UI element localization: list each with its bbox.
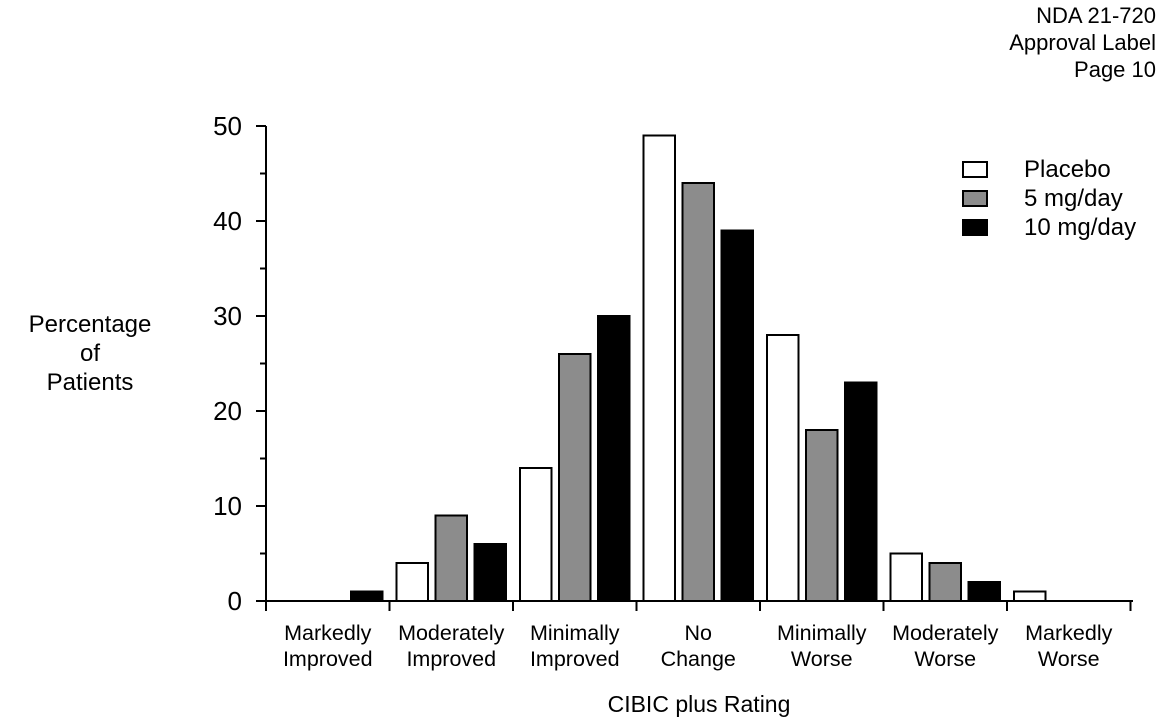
x-axis-title: CIBIC plus Rating (608, 691, 791, 717)
y-tick-label: 10 (213, 491, 242, 521)
bar (434, 514, 468, 602)
y-tick-label: 20 (213, 396, 242, 426)
x-category-label: No Change (661, 621, 736, 671)
bar (350, 590, 384, 602)
bar (805, 429, 839, 602)
y-tick-label: 40 (213, 206, 242, 236)
header-label-type: Approval Label (1009, 30, 1156, 55)
legend-label: 10 mg/day (1024, 214, 1136, 241)
legend-label: Placebo (1024, 156, 1111, 183)
bar (558, 353, 592, 602)
y-tick-label: 0 (228, 586, 242, 616)
page-header: NDA 21-720 Approval Label Page 10 (1009, 2, 1156, 83)
legend-swatch (962, 190, 988, 207)
bar (967, 581, 1001, 602)
bar (395, 562, 429, 602)
x-category-label: Markedly Worse (1025, 621, 1112, 671)
y-axis-title: Percentage of Patients (29, 311, 152, 396)
bar (928, 562, 962, 602)
bar (889, 552, 923, 602)
legend-swatch (962, 219, 988, 236)
axis-labels: Percentage of Patients CIBIC plus Rating (29, 311, 791, 717)
x-category-label: Minimally Improved (530, 621, 620, 671)
bars (350, 134, 1047, 602)
header-page-number: Page 10 (1074, 57, 1156, 82)
x-category-label: Moderately Worse (892, 621, 999, 671)
bar (766, 334, 800, 602)
bar (642, 134, 676, 602)
bar (473, 543, 507, 602)
y-tick-label: 30 (213, 301, 242, 331)
bar (597, 315, 631, 602)
y-tick-label: 50 (213, 111, 242, 141)
x-axis: Markedly Improved Moderately Improved Minima… (265, 600, 1133, 671)
x-category-label: Moderately Improved (398, 621, 505, 671)
header-document-id: NDA 21-720 (1036, 3, 1156, 28)
x-category-label: Markedly Improved (283, 621, 373, 671)
bar (720, 229, 754, 602)
x-category-label: Minimally Worse (777, 621, 867, 671)
bar (681, 182, 715, 602)
bar (844, 381, 878, 602)
bar (519, 467, 553, 602)
y-axis: 0 10 20 30 40 50 (213, 111, 267, 616)
bar (1013, 590, 1047, 602)
legend-swatch (962, 161, 988, 178)
legend-label: 5 mg/day (1024, 185, 1123, 212)
